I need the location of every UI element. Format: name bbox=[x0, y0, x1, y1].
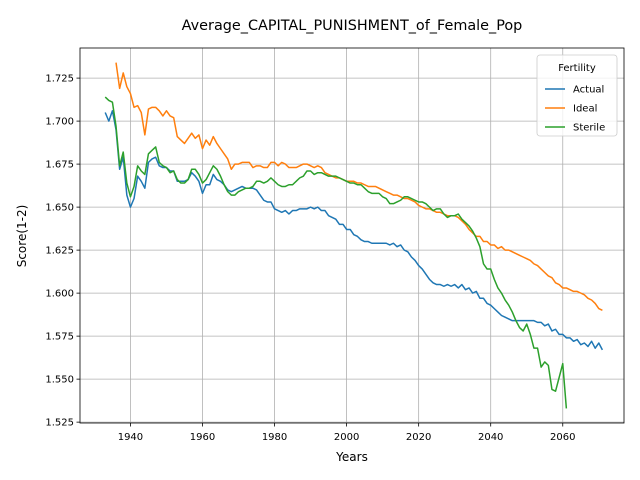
x-tick-label: 2060 bbox=[550, 432, 575, 443]
y-axis: 1.525 1.550 1.575 1.600 1.625 1.650 1.675 1.700… bbox=[45, 74, 80, 429]
legend-box bbox=[536, 54, 618, 137]
y-tick-label: 1.575 bbox=[45, 332, 74, 343]
series-group bbox=[104, 62, 604, 409]
legend-title: Fertility bbox=[558, 63, 596, 74]
y-tick-label: 1.725 bbox=[45, 74, 74, 85]
x-axis: 1940 1960 1980 2000 2020 2040 2060 bbox=[118, 423, 575, 443]
series-line-ideal bbox=[115, 62, 603, 312]
legend-label-sterile: Sterile bbox=[573, 123, 605, 134]
y-tick-label: 1.600 bbox=[45, 289, 74, 300]
series-line-sterile bbox=[104, 96, 568, 409]
y-tick-label: 1.525 bbox=[45, 418, 74, 429]
x-tick-label: 2000 bbox=[334, 432, 359, 443]
y-tick-label: 1.675 bbox=[45, 160, 74, 171]
x-tick-label: 2020 bbox=[406, 432, 431, 443]
chart-title: Average_CAPITAL_PUNISHMENT_of_Female_Pop bbox=[182, 18, 523, 34]
grid bbox=[80, 48, 624, 423]
y-tick-label: 1.700 bbox=[45, 117, 74, 128]
y-tick-label: 1.625 bbox=[45, 246, 74, 257]
y-axis-label: Score(1-2) bbox=[15, 205, 29, 268]
legend-label-ideal: Ideal bbox=[573, 104, 597, 115]
legend: Fertility Actual Ideal Sterile bbox=[536, 54, 618, 137]
legend-label-actual: Actual bbox=[573, 85, 604, 96]
series-line-actual bbox=[104, 110, 604, 351]
x-axis-label: Years bbox=[335, 450, 368, 464]
x-tick-label: 1960 bbox=[190, 432, 215, 443]
plot-frame bbox=[79, 47, 625, 424]
x-tick-label: 1940 bbox=[118, 432, 143, 443]
y-tick-label: 1.650 bbox=[45, 203, 74, 214]
y-tick-label: 1.550 bbox=[45, 375, 74, 386]
x-tick-label: 2040 bbox=[478, 432, 503, 443]
x-tick-label: 1980 bbox=[262, 432, 287, 443]
